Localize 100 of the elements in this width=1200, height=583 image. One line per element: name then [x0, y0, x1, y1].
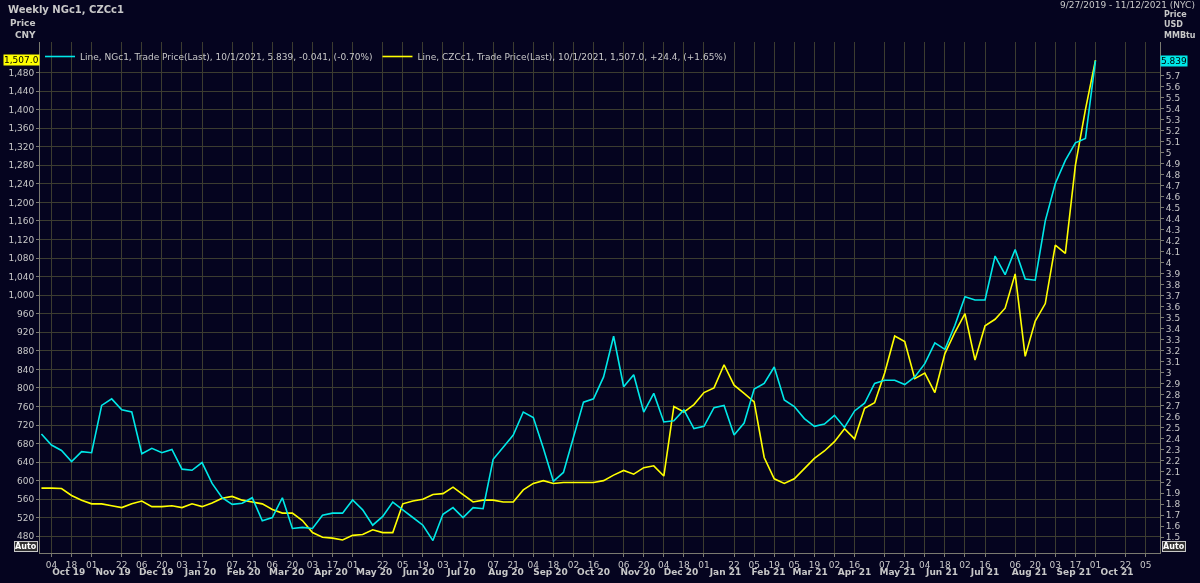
y-tick-label: 480: [17, 531, 35, 542]
y2-tick-label: 4.1: [1165, 246, 1181, 257]
x-tick-label: 07: [487, 559, 499, 570]
x2-tick-label: Jun 21: [925, 567, 958, 577]
y2-axis-title: Price USD MMBtu: [1164, 10, 1196, 40]
y2-tick-label: 2.6: [1165, 411, 1181, 422]
x2-tick-label: Feb 21: [751, 567, 786, 577]
x2-tick-label: Oct 21: [1100, 567, 1134, 577]
y-tick-label: 1,080: [8, 253, 35, 264]
y2-tick-label: 4.6: [1165, 191, 1181, 202]
y2-tick-label: 1.6: [1165, 521, 1181, 532]
y-tick-label: 1,120: [8, 234, 35, 245]
line-series: [40, 59, 1097, 542]
y2-tick-label: 3.3: [1165, 334, 1181, 345]
y2-tick-label: 3.7: [1165, 290, 1181, 301]
y2-tick-label: 5.1: [1165, 136, 1181, 147]
y-tick-label: 1,320: [8, 141, 35, 152]
y-tick-label: 1,000: [8, 290, 35, 301]
legend-label: Line, NGc1, Trade Price(Last), 10/1/2021, 5.839, -0.041, (-0.70%): [80, 52, 373, 63]
y2-tick-label: 4.7: [1165, 180, 1181, 191]
y-tick-label: 960: [17, 308, 35, 319]
y2-tick-label: 4.2: [1165, 235, 1181, 246]
x2-tick-label: Apr 21: [837, 567, 872, 577]
x2-tick-label: Jan 21: [708, 567, 742, 577]
y2-tick-label: 2.1: [1165, 466, 1181, 477]
y-tick-label: 680: [17, 438, 35, 449]
y2-tick-label: 3.1: [1165, 356, 1181, 367]
x2-tick-label: Nov 20: [620, 567, 656, 577]
x2-tick-label: Sep 20: [533, 567, 568, 577]
x2-tick-label: Jul 20: [446, 567, 476, 577]
y2-tick-label: 5.3: [1165, 114, 1181, 125]
text: Auto: [15, 542, 37, 551]
y2-tick-label: 3.5: [1165, 312, 1181, 323]
chart-title: Weekly NGc1, CZCc1: [8, 4, 124, 15]
text: 5.839: [1161, 56, 1188, 66]
y2-tick-label: 2.4: [1165, 433, 1181, 444]
x2-tick-label: Jun 20: [401, 567, 435, 577]
y2-tick-label: 2.7: [1165, 400, 1181, 411]
x2-tick-label: Aug 20: [488, 567, 524, 577]
y2-tick-label: 5.5: [1165, 92, 1181, 103]
y-tick-label: 1,440: [8, 86, 35, 97]
y-tick-label: 1,200: [8, 197, 35, 208]
y-tick-label: 800: [17, 383, 35, 394]
y2-tick-label: 1.9: [1165, 488, 1181, 499]
y2-tick-label: 2.2: [1165, 455, 1181, 466]
y-tick-label: 1,040: [8, 271, 35, 282]
y-tick-label: 1,360: [8, 123, 35, 134]
x2-tick-label: Jul 21: [969, 567, 1000, 577]
y-tick-label: 880: [17, 345, 35, 356]
y-tick-label: 1,280: [8, 160, 35, 171]
y2-tick-label: 4.8: [1165, 169, 1181, 180]
y2-tick-label: 3.9: [1165, 268, 1181, 279]
y2-tick-label: 5.2: [1165, 125, 1181, 136]
y2-tick-label: 2.5: [1165, 422, 1181, 433]
x2-tick-label: Feb 20: [226, 567, 261, 577]
x2-tick-label: Jan 20: [183, 567, 217, 577]
text: 9/27/2019 - 11/12/2021 (NYC): [1060, 0, 1195, 10]
y-tick-label: 520: [17, 512, 35, 523]
y-tick-label: 640: [17, 457, 35, 468]
y2-tick-label: 5.6: [1165, 81, 1181, 92]
y2-tick-label: 4: [1165, 257, 1172, 268]
x-tick-label: 03: [437, 559, 449, 570]
legend-label: Line, CZCc1, Trade Price(Last), 10/1/2021, 1,507.0, +24.4, (+1.65%): [417, 52, 727, 63]
y2-tick-label: 1.8: [1165, 499, 1181, 510]
y-tick-label: 720: [17, 420, 35, 431]
x2-tick-label: Mar 21: [792, 567, 828, 577]
y2-tick-label: 4.3: [1165, 224, 1181, 235]
x-tick-label: 01: [698, 559, 710, 570]
x2-tick-label: May 20: [356, 567, 393, 577]
y2-tick-label: 2: [1165, 477, 1172, 488]
y-tick-label: 1,160: [8, 216, 35, 227]
x2-tick-label: Apr 20: [314, 567, 348, 577]
y2-tick-label: 2.8: [1165, 389, 1181, 400]
text: 1,507.0: [4, 55, 39, 65]
y2-tick-label: 5.7: [1165, 70, 1181, 81]
y2-tick-label: 4.9: [1165, 158, 1181, 169]
text: Auto: [1163, 542, 1185, 551]
y-tick-label: 840: [17, 364, 35, 375]
y-tick-label: 560: [17, 494, 35, 505]
y2-tick-label: 3.2: [1165, 345, 1181, 356]
x-tick-label: 02: [959, 559, 971, 570]
y2-tick-label: 4.4: [1165, 213, 1181, 224]
y2-tick-label: 5: [1165, 147, 1172, 158]
y-axis-title: Price CNY: [10, 18, 37, 40]
x2-tick-label: Dec 19: [138, 567, 174, 577]
x2-tick-label: Aug 21: [1011, 567, 1048, 577]
y2-tick-label: 3: [1165, 367, 1172, 378]
y-tick-label: 920: [17, 327, 35, 338]
y2-tick-label: 5.4: [1165, 103, 1181, 114]
y-tick-label: 600: [17, 475, 35, 486]
y2-tick-label: 1.7: [1165, 510, 1181, 521]
x2-tick-label: May 21: [879, 567, 916, 577]
x2-tick-label: Mar 20: [269, 567, 305, 577]
y2-tick-label: 2.9: [1165, 378, 1181, 389]
y-tick-label: 1,400: [8, 104, 35, 115]
x2-tick-label: Dec 20: [663, 567, 699, 577]
x2-tick-label: Nov 19: [95, 567, 131, 577]
y-tick-label: 1,480: [8, 67, 35, 78]
x2-tick-label: Oct 19: [52, 567, 86, 577]
y2-tick-label: 1.5: [1165, 532, 1181, 543]
